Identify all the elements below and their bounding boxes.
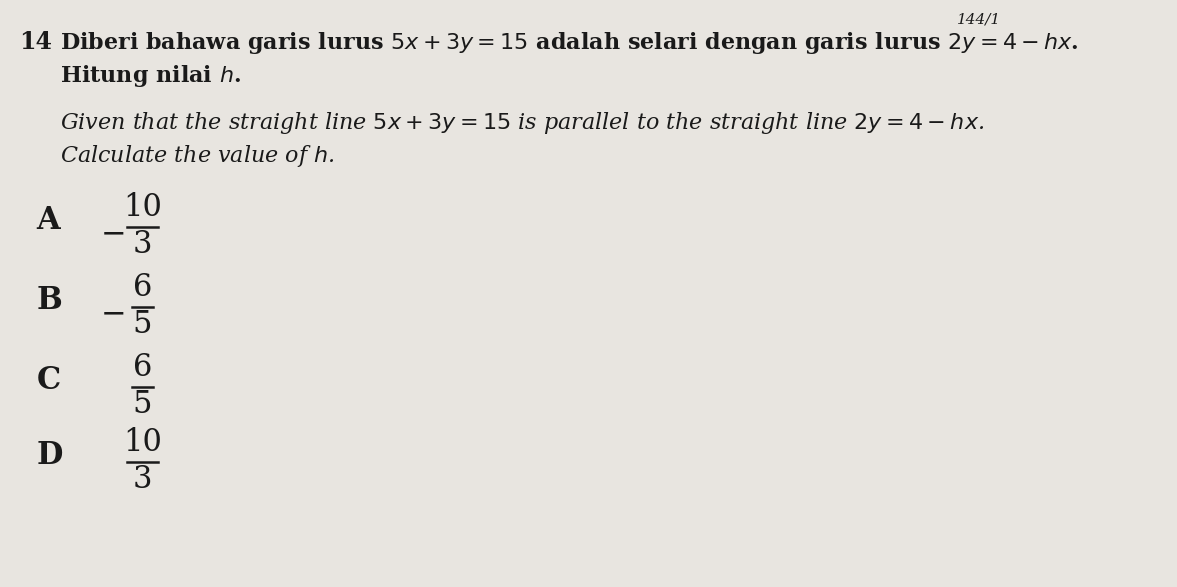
- Text: 5: 5: [133, 309, 152, 340]
- Text: $-$: $-$: [100, 298, 125, 329]
- Text: B: B: [36, 285, 62, 315]
- Text: 6: 6: [133, 272, 152, 303]
- Text: Given that the straight line $5x+3y=15$ is parallel to the straight line $2y=4-h: Given that the straight line $5x+3y=15$ …: [60, 110, 985, 136]
- Text: $-$: $-$: [100, 218, 125, 248]
- Text: 10: 10: [124, 427, 162, 458]
- Text: 10: 10: [124, 192, 162, 223]
- Text: Calculate the value of $h$.: Calculate the value of $h$.: [60, 143, 335, 169]
- Text: D: D: [36, 440, 62, 471]
- Text: 6: 6: [133, 352, 152, 383]
- Text: 3: 3: [133, 464, 152, 495]
- Text: 14: 14: [19, 30, 52, 54]
- Text: 3: 3: [133, 229, 152, 260]
- Text: 144/1: 144/1: [957, 12, 1002, 26]
- Text: C: C: [36, 365, 60, 396]
- Text: A: A: [36, 204, 60, 235]
- Text: 5: 5: [133, 389, 152, 420]
- Text: Hitung nilai $h$.: Hitung nilai $h$.: [60, 63, 241, 89]
- Text: Diberi bahawa garis lurus $5x+3y=15$ adalah selari dengan garis lurus $2y=4-hx$.: Diberi bahawa garis lurus $5x+3y=15$ ada…: [60, 30, 1079, 56]
